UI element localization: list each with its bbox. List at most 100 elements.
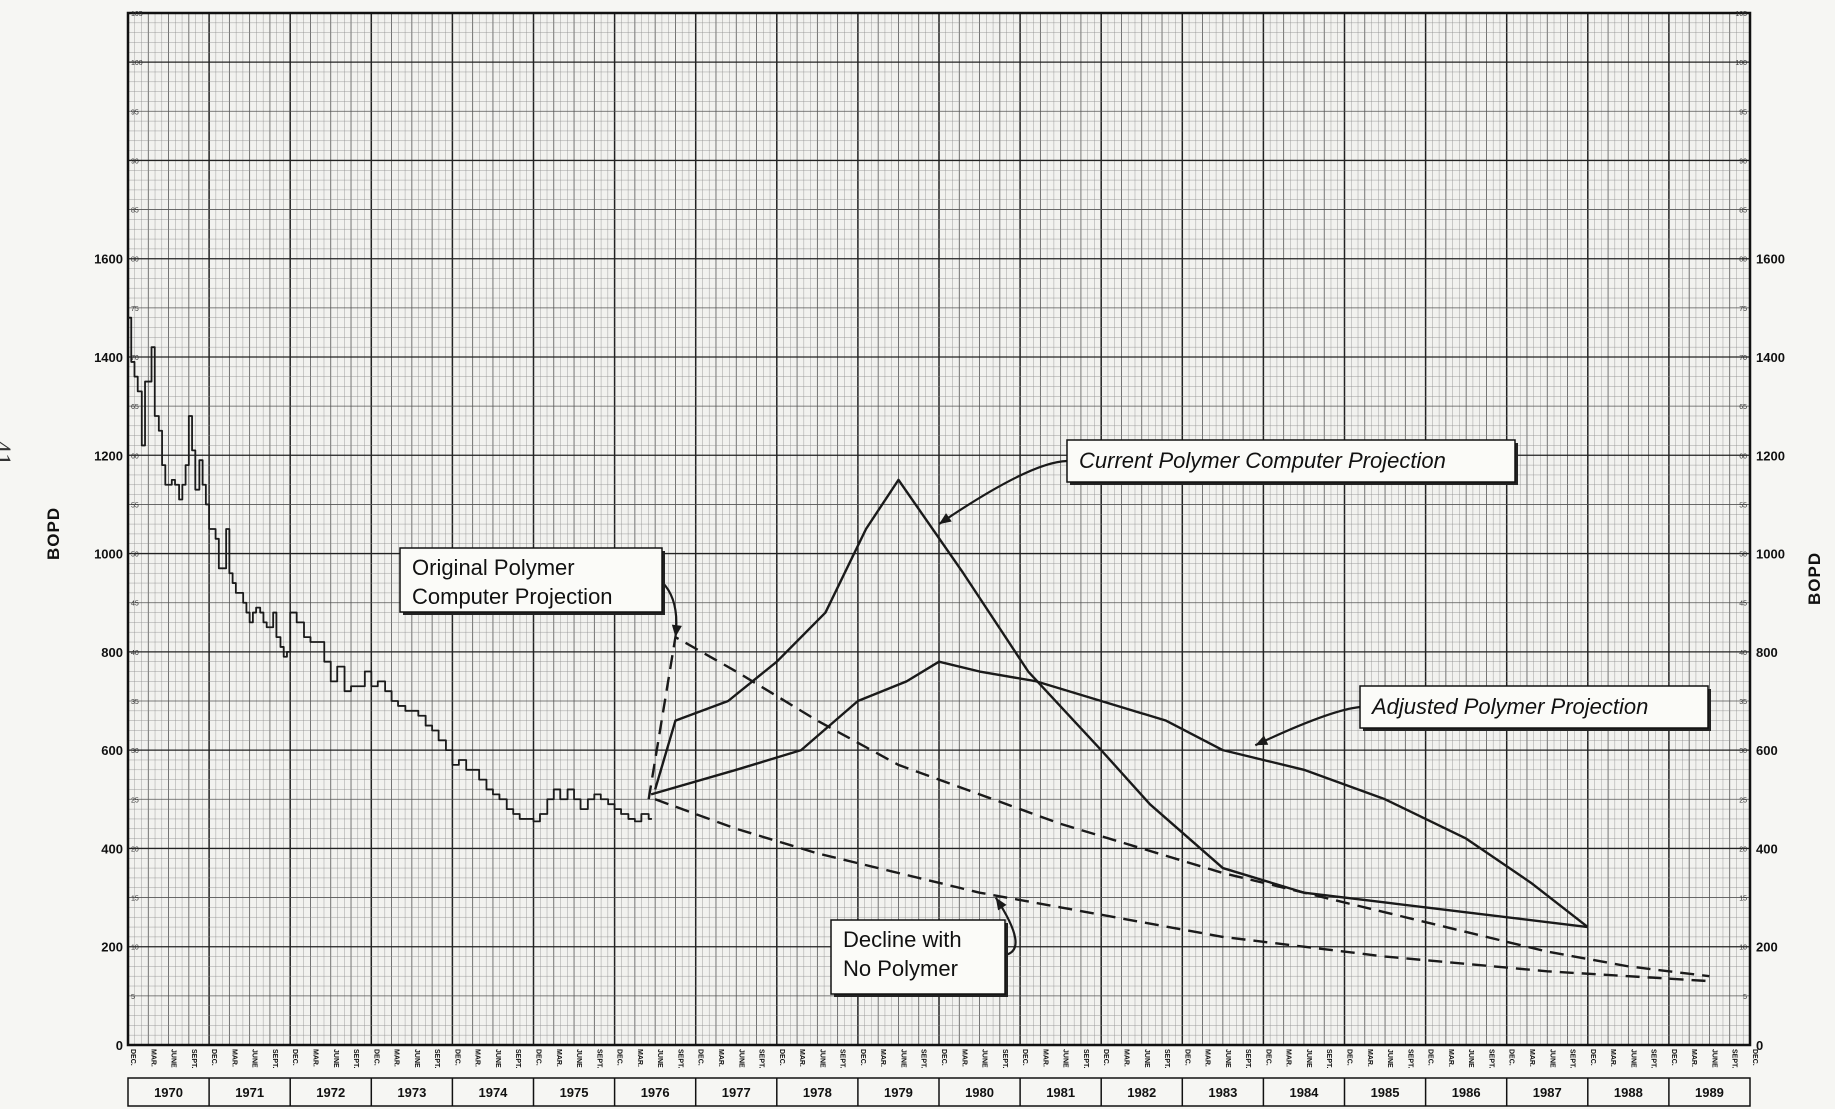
x-month-label: DEC. — [778, 1049, 785, 1066]
x-month-label: MAR. — [1690, 1049, 1697, 1067]
secondary-scale-label-left: 35 — [131, 699, 139, 706]
annotation-arrowhead — [671, 624, 682, 638]
x-month-label: MAR. — [230, 1049, 237, 1067]
annotation-label: Decline with — [843, 927, 962, 952]
x-month-label: MAR. — [1609, 1049, 1616, 1067]
annotation-label: Adjusted Polymer Projection — [1370, 694, 1648, 719]
x-month-label: DEC. — [1670, 1049, 1677, 1066]
series-line-1: Actual production — [128, 316, 652, 823]
secondary-scale-label-right: 95 — [1739, 109, 1747, 116]
x-year-label: 1988 — [1614, 1085, 1643, 1100]
y-tick-label-left: 0 — [116, 1038, 123, 1053]
y-tick-label-right: 600 — [1756, 743, 1778, 758]
x-month-label: JUNE — [1062, 1049, 1069, 1068]
y-axis-label-left: BOPD — [44, 506, 63, 560]
x-month-label: SEPT. — [1487, 1049, 1494, 1069]
secondary-scale-label-right: 50 — [1739, 552, 1747, 559]
x-month-label: JUNE — [413, 1049, 420, 1068]
x-month-label: DEC. — [940, 1049, 947, 1066]
x-year-label: 1980 — [965, 1085, 994, 1100]
x-month-label: DEC. — [453, 1049, 460, 1066]
x-year-label: 1973 — [397, 1085, 426, 1100]
x-month-label: MAR. — [393, 1049, 400, 1067]
annotation-label: Original Polymer — [412, 555, 575, 580]
x-month-label: MAR. — [960, 1049, 967, 1067]
series-line-5: Decline with No Polymer — [654, 798, 1710, 983]
annotation-arrowhead — [939, 513, 952, 525]
x-month-label: JUNE — [818, 1049, 825, 1068]
x-month-label: SEPT. — [595, 1049, 602, 1069]
x-year-label: 1989 — [1695, 1085, 1724, 1100]
secondary-scale-label-left: 65 — [131, 404, 139, 411]
x-month-label: JUNE — [170, 1049, 177, 1068]
x-month-label: JUNE — [1629, 1049, 1636, 1068]
x-month-label: SEPT. — [514, 1049, 521, 1069]
x-month-label: DEC. — [1102, 1049, 1109, 1066]
annotation-arrowhead — [1255, 735, 1269, 746]
x-year-label: 1977 — [722, 1085, 751, 1100]
annotation-box — [1066, 439, 1516, 483]
secondary-scale-label-left: 20 — [131, 846, 139, 853]
secondary-scale-label-left: 15 — [131, 896, 139, 903]
secondary-scale-label-right: 30 — [1739, 748, 1747, 755]
x-month-label: SEPT. — [1082, 1049, 1089, 1069]
x-month-label: SEPT. — [1569, 1049, 1576, 1069]
secondary-scale-label-right: 45 — [1739, 601, 1747, 608]
x-month-label: DEC. — [1751, 1049, 1758, 1066]
x-month-label: JUNE — [494, 1049, 501, 1068]
x-month-label: SEPT. — [1731, 1049, 1738, 1069]
y-tick-label-right: 1200 — [1756, 448, 1785, 463]
x-month-label: MAR. — [474, 1049, 481, 1067]
y-tick-label-left: 600 — [101, 743, 123, 758]
secondary-scale-label-right: 85 — [1739, 208, 1747, 215]
x-month-label: SEPT. — [1650, 1049, 1657, 1069]
secondary-scale-label-right: 100 — [1735, 60, 1747, 67]
x-month-label: MAR. — [1122, 1049, 1129, 1067]
x-month-label: MAR. — [1204, 1049, 1211, 1067]
x-month-label: JUNE — [1386, 1049, 1393, 1068]
secondary-scale-label-right: 55 — [1739, 502, 1747, 509]
x-year-label: 1983 — [1208, 1085, 1237, 1100]
y-tick-label-right: 800 — [1756, 645, 1778, 660]
x-month-label: SEPT. — [1163, 1049, 1170, 1069]
x-year-label: 1972 — [316, 1085, 345, 1100]
secondary-scale-label-right: 35 — [1739, 699, 1747, 706]
x-year-label: 1971 — [235, 1085, 264, 1100]
x-year-label: 1979 — [884, 1085, 913, 1100]
x-year-label: 1974 — [478, 1085, 508, 1100]
x-month-label: DEC. — [372, 1049, 379, 1066]
annotation-arrowhead — [995, 897, 1007, 911]
y-tick-label-left: 1200 — [94, 448, 123, 463]
x-year-label: 1984 — [1289, 1085, 1319, 1100]
x-month-label: JUNE — [899, 1049, 906, 1068]
x-month-label: SEPT. — [676, 1049, 683, 1069]
x-month-label: SEPT. — [758, 1049, 765, 1069]
secondary-scale-label-right: 20 — [1739, 846, 1747, 853]
x-month-label: MAR. — [1366, 1049, 1373, 1067]
secondary-scale-label-left: 105 — [131, 11, 143, 18]
x-month-label: MAR. — [879, 1049, 886, 1067]
y-tick-label-left: 1600 — [94, 252, 123, 267]
chart-axes: 0 0 200 200 400 400 600 600 800 800 1000 1000 1200 12… — [94, 11, 1785, 1107]
plot-frame — [126, 11, 1752, 1047]
secondary-scale-label-left: 5 — [131, 994, 135, 1001]
x-month-label: JUNE — [1224, 1049, 1231, 1068]
x-year-label: 1987 — [1533, 1085, 1562, 1100]
x-month-label: DEC. — [1589, 1049, 1596, 1066]
x-month-label: SEPT. — [1325, 1049, 1332, 1069]
x-month-label: DEC. — [1183, 1049, 1190, 1066]
secondary-scale-label-left: 10 — [131, 945, 139, 952]
x-month-label: JUNE — [737, 1049, 744, 1068]
x-month-label: SEPT. — [271, 1049, 278, 1069]
x-month-label: MAR. — [1041, 1049, 1048, 1067]
x-month-label: JUNE — [251, 1049, 258, 1068]
y-tick-label-right: 200 — [1756, 940, 1778, 955]
y-tick-label-left: 1400 — [94, 350, 123, 365]
x-month-label: DEC. — [291, 1049, 298, 1066]
annotation-label: No Polymer — [843, 956, 958, 981]
x-month-label: SEPT. — [190, 1049, 197, 1069]
x-year-label: 1986 — [1452, 1085, 1481, 1100]
x-month-label: SEPT. — [1406, 1049, 1413, 1069]
chart-series: Actual productionOriginal Polymer Comput… — [128, 316, 1710, 983]
